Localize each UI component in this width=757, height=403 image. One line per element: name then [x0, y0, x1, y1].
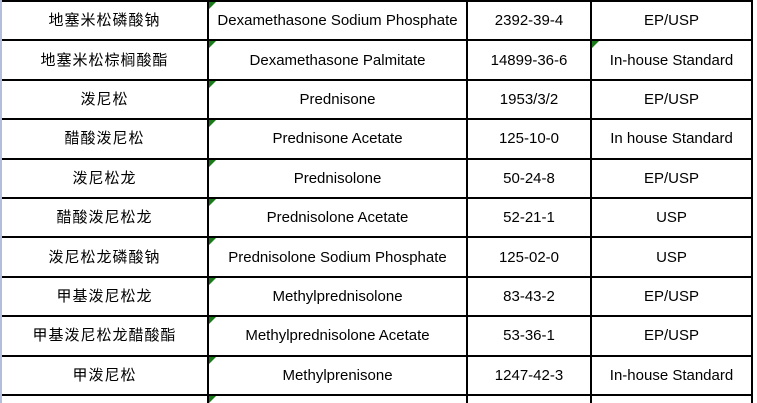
- cell-text: Methylprednisolone: [272, 287, 403, 305]
- text-format-flag-icon: [209, 277, 216, 285]
- text-format-flag-icon: [209, 238, 216, 246]
- cell-cas-number[interactable]: 1247-42-3: [468, 356, 592, 396]
- cell-english-name[interactable]: [209, 395, 468, 403]
- cell-standard[interactable]: EP/USP: [592, 277, 753, 318]
- cell-standard[interactable]: EP/USP: [592, 2, 753, 42]
- cell-text: Prednisolone: [293, 169, 382, 187]
- cell-cas-number[interactable]: 125-02-0: [468, 238, 592, 278]
- text-format-flag-icon: [209, 159, 216, 167]
- cell-cas-number[interactable]: 2392-39-4: [468, 2, 592, 42]
- cell-chinese-name[interactable]: 甲基泼尼松龙: [2, 277, 209, 318]
- cell-text: In-house Standard: [609, 51, 734, 69]
- cell-chinese-name[interactable]: 泼尼松: [2, 80, 209, 121]
- cell-text: Prednisone: [299, 90, 376, 108]
- cell-chinese-name[interactable]: 地塞米松棕榈酸酯: [2, 41, 209, 81]
- cell-english-name[interactable]: Methylprednisolone: [209, 277, 468, 318]
- text-format-flag-icon: [209, 80, 216, 88]
- cell-cas-number[interactable]: 53-36-1: [468, 317, 592, 357]
- text-format-flag-icon: [209, 198, 216, 206]
- cell-english-name[interactable]: Prednisone Acetate: [209, 120, 468, 160]
- cell-standard[interactable]: EP/USP: [592, 159, 753, 199]
- cell-cas-number[interactable]: 83-43-2: [468, 277, 592, 318]
- text-format-flag-icon: [209, 2, 216, 9]
- text-format-flag-icon: [209, 317, 216, 325]
- cell-chinese-name[interactable]: 甲基泼尼松龙醋酸酯: [2, 317, 209, 357]
- cell-standard[interactable]: EP/USP: [592, 317, 753, 357]
- text-format-flag-icon: [209, 120, 216, 128]
- cell-cas-number[interactable]: 50-24-8: [468, 159, 592, 199]
- cell-chinese-name[interactable]: [2, 395, 209, 403]
- cell-english-name[interactable]: Methylprenisone: [209, 356, 468, 396]
- cell-cas-number[interactable]: 1953/3/2: [468, 80, 592, 121]
- cell-chinese-name[interactable]: 泼尼松龙: [2, 159, 209, 199]
- cell-chinese-name[interactable]: 地塞米松磷酸钠: [2, 2, 209, 42]
- cell-standard[interactable]: EP/USP: [592, 80, 753, 121]
- cell-english-name[interactable]: Prednisolone Acetate: [209, 198, 468, 239]
- cell-english-name[interactable]: Dexamethasone Palmitate: [209, 41, 468, 81]
- cell-cas-number[interactable]: 52-21-1: [468, 198, 592, 239]
- cell-standard[interactable]: In house Standard: [592, 120, 753, 160]
- cell-english-name[interactable]: Methylprednisolone Acetate: [209, 317, 468, 357]
- cell-cas-number[interactable]: 14899-36-6: [468, 41, 592, 81]
- cell-text: Dexamethasone Sodium Phosphate: [217, 12, 458, 30]
- cell-standard[interactable]: USP: [592, 238, 753, 278]
- cell-english-name[interactable]: Prednisolone: [209, 159, 468, 199]
- cell-english-name[interactable]: Dexamethasone Sodium Phosphate: [209, 2, 468, 42]
- cell-chinese-name[interactable]: 醋酸泼尼松: [2, 120, 209, 160]
- cell-text: Prednisone Acetate: [272, 130, 403, 148]
- cell-text: Methylprednisolone Acetate: [245, 327, 430, 345]
- cell-standard[interactable]: In-house Standard: [592, 356, 753, 396]
- cell-chinese-name[interactable]: 甲泼尼松: [2, 356, 209, 396]
- cell-cas-number[interactable]: 125-10-0: [468, 120, 592, 160]
- cell-standard[interactable]: USP: [592, 198, 753, 239]
- pane-edge-line: [0, 0, 2, 403]
- cell-chinese-name[interactable]: 泼尼松龙磷酸钠: [2, 238, 209, 278]
- cell-cas-number[interactable]: [468, 395, 592, 403]
- cell-chinese-name[interactable]: 醋酸泼尼松龙: [2, 198, 209, 239]
- cell-text: Prednisolone Acetate: [266, 209, 409, 227]
- cell-text: Dexamethasone Palmitate: [249, 51, 426, 69]
- text-format-flag-icon: [209, 356, 216, 364]
- text-format-flag-icon: [592, 41, 599, 49]
- cell-standard[interactable]: [592, 395, 753, 403]
- text-format-flag-icon: [209, 41, 216, 49]
- text-format-flag-icon: [209, 395, 216, 403]
- cell-standard[interactable]: In-house Standard: [592, 41, 753, 81]
- cell-english-name[interactable]: Prednisone: [209, 80, 468, 121]
- cell-text: Methylprenisone: [282, 366, 393, 384]
- cell-english-name[interactable]: Prednisolone Sodium Phosphate: [209, 238, 468, 278]
- cell-text: Prednisolone Sodium Phosphate: [228, 248, 447, 266]
